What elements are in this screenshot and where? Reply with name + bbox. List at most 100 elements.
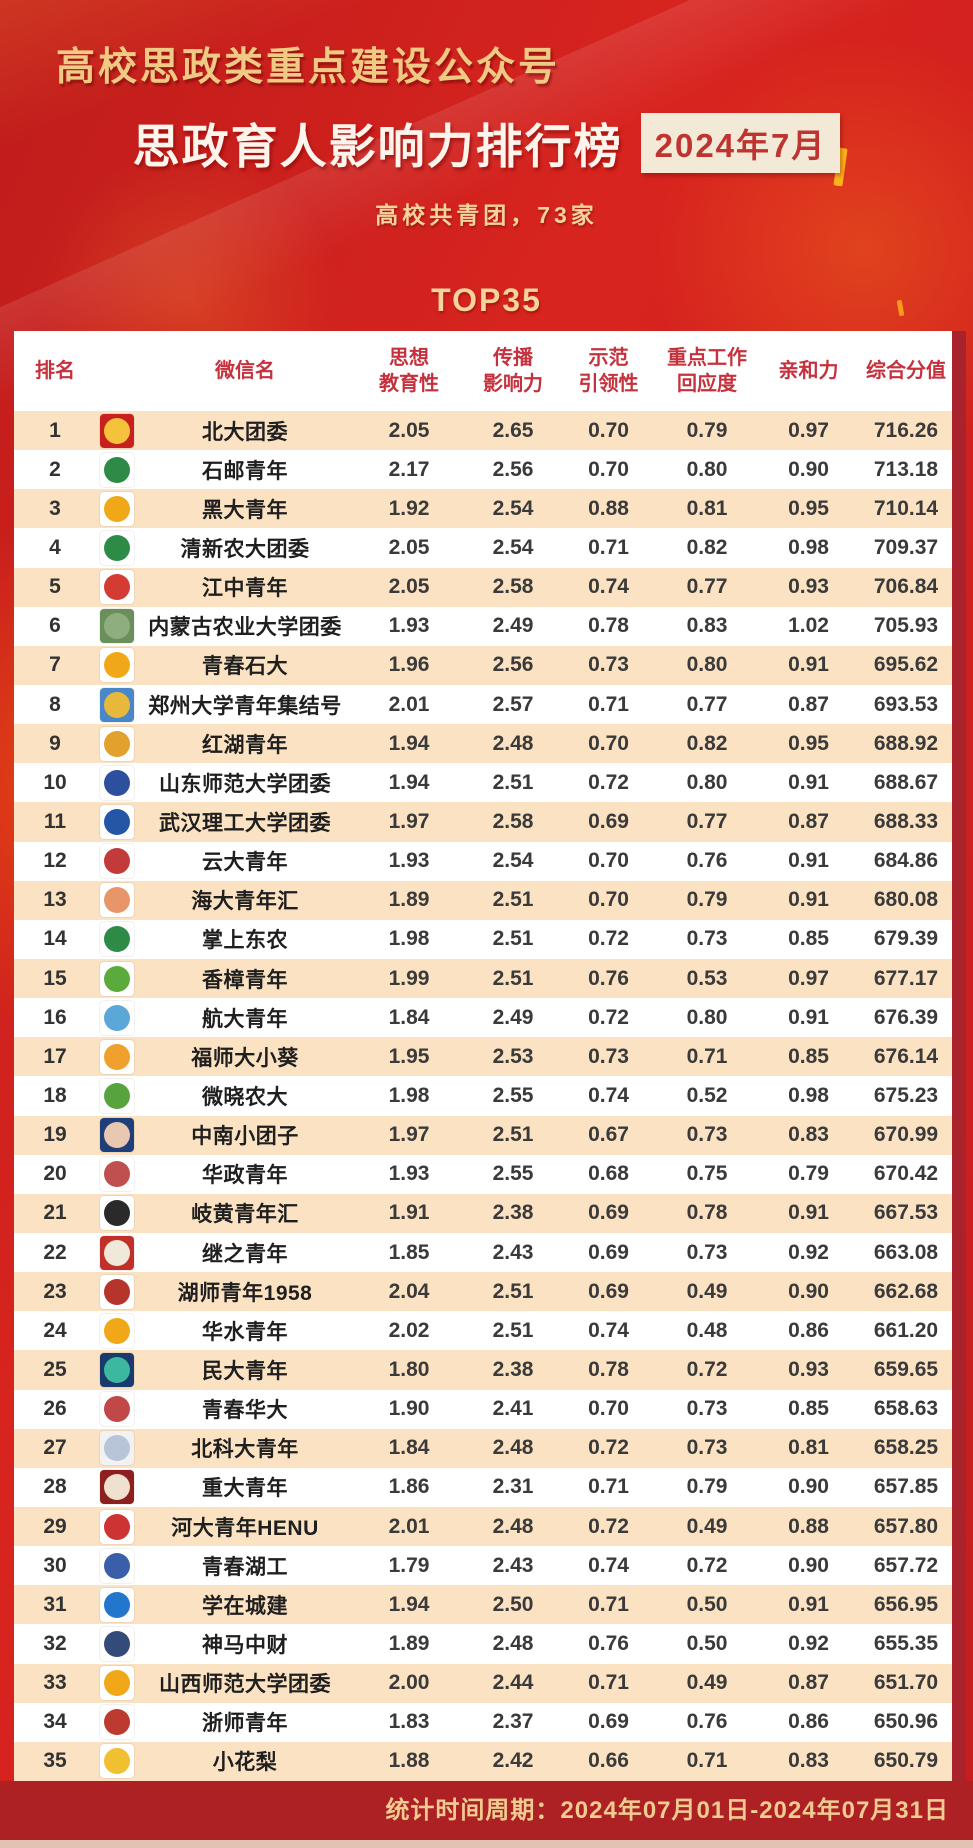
column-header-line: 传播 — [493, 347, 533, 369]
account-logo-cell — [96, 961, 138, 996]
ideological-education-score: 2.01 — [388, 1514, 430, 1538]
affinity-score: 0.90 — [788, 1553, 829, 1577]
affinity-score: 0.91 — [788, 653, 829, 677]
spread-influence-score: 2.51 — [492, 1279, 534, 1303]
demonstration-leading-score: 0.72 — [588, 1005, 629, 1029]
account-logo-cell — [96, 452, 138, 487]
account-logo-icon — [100, 1666, 134, 1701]
table-row: 30 青春湖工 1.79 2.43 0.74 0.72 0.90 657.72 — [14, 1546, 952, 1586]
demonstration-leading-score: 0.69 — [588, 1240, 629, 1264]
affinity-score: 0.85 — [788, 1044, 829, 1068]
rank-value: 23 — [43, 1279, 67, 1303]
demonstration-leading-score: 0.71 — [588, 1592, 629, 1616]
column-header-line: 排名 — [35, 360, 75, 382]
account-logo-emblem — [104, 1630, 130, 1657]
account-logo-emblem — [104, 417, 130, 444]
account-logo-icon — [100, 1470, 134, 1505]
table-row: 2 石邮青年 2.17 2.56 0.70 0.80 0.90 713.18 — [14, 450, 952, 490]
account-logo-emblem — [104, 1200, 130, 1227]
account-logo-cell — [96, 1470, 138, 1505]
composite-score: 670.42 — [873, 1162, 939, 1186]
page-title: 思政育人影响力排行榜 — [132, 120, 623, 173]
composite-score: 680.08 — [873, 888, 939, 912]
account-logo-emblem — [104, 1082, 130, 1109]
wechat-account-name: 神马中财 — [202, 1633, 288, 1657]
table-row: 27 北科大青年 1.84 2.48 0.72 0.73 0.81 658.25 — [14, 1428, 952, 1468]
composite-score: 688.92 — [873, 731, 939, 755]
ideological-education-score: 2.00 — [388, 1671, 430, 1695]
account-logo-emblem — [104, 495, 130, 522]
composite-score: 676.14 — [873, 1044, 939, 1068]
table-row: 34 浙师青年 1.83 2.37 0.69 0.76 0.86 650.96 — [14, 1702, 952, 1742]
ideological-education-score: 1.86 — [388, 1475, 430, 1499]
demonstration-leading-score: 0.76 — [588, 966, 629, 990]
demonstration-leading-score: 0.74 — [588, 1553, 629, 1577]
right-accent-bar — [952, 331, 966, 1781]
table-row: 14 掌上东农 1.98 2.51 0.72 0.73 0.85 679.39 — [14, 919, 952, 959]
spread-influence-score: 2.55 — [492, 1083, 534, 1107]
spread-influence-score: 2.56 — [492, 457, 534, 481]
account-logo-cell — [96, 726, 138, 761]
demonstration-leading-score: 0.76 — [588, 1631, 629, 1655]
spread-influence-score: 2.48 — [492, 1436, 534, 1460]
key-work-response-score: 0.78 — [686, 1201, 728, 1225]
account-logo-cell — [96, 530, 138, 565]
spread-influence-score: 2.49 — [492, 1005, 534, 1029]
rank-value: 11 — [43, 809, 67, 833]
key-work-response-score: 0.50 — [686, 1592, 728, 1616]
account-logo-cell — [96, 609, 138, 644]
table-row: 8 郑州大学青年集结号 2.01 2.57 0.71 0.77 0.87 693.53 — [14, 684, 952, 725]
affinity-score: 0.97 — [788, 418, 829, 442]
key-work-response-score: 0.71 — [686, 1749, 728, 1773]
wechat-account-name: 郑州大学青年集结号 — [148, 694, 342, 718]
account-logo-cell — [96, 844, 138, 879]
wechat-account-name: 山东师范大学团委 — [159, 772, 331, 796]
spread-influence-score: 2.38 — [492, 1201, 534, 1225]
column-header-line: 微信名 — [215, 360, 275, 382]
column-header-line: 影响力 — [483, 373, 543, 395]
account-logo-icon — [100, 609, 134, 644]
ideological-education-score: 1.84 — [388, 1436, 430, 1460]
demonstration-leading-score: 0.72 — [588, 1514, 629, 1538]
account-logo-emblem — [104, 1474, 130, 1501]
account-logo-icon — [100, 765, 134, 800]
affinity-score: 0.87 — [788, 809, 829, 833]
table-row: 28 重大青年 1.86 2.31 0.71 0.79 0.90 657.85 — [14, 1467, 952, 1507]
affinity-score: 0.93 — [788, 1357, 829, 1381]
table-row: 19 中南小团子 1.97 2.51 0.67 0.73 0.83 670.99 — [14, 1115, 952, 1155]
demonstration-leading-score: 0.73 — [588, 1044, 629, 1068]
account-logo-emblem — [104, 1317, 130, 1344]
account-logo-emblem — [104, 926, 130, 953]
wechat-account-name: 掌上东农 — [202, 929, 288, 953]
demonstration-leading-score: 0.70 — [588, 418, 629, 442]
table-row: 35 小花梨 1.88 2.42 0.66 0.71 0.83 650.79 — [14, 1741, 952, 1781]
rank-value: 28 — [43, 1475, 67, 1499]
rank-value: 7 — [49, 653, 61, 677]
key-work-response-score: 0.50 — [686, 1631, 728, 1655]
key-work-response-score: 0.80 — [686, 457, 728, 481]
key-work-response-score: 0.77 — [686, 692, 728, 716]
affinity-score: 0.93 — [788, 575, 829, 599]
spread-influence-score: 2.50 — [492, 1592, 534, 1616]
wechat-account-name: 青春石大 — [202, 655, 288, 679]
account-logo-emblem — [104, 534, 130, 561]
table-row: 10 山东师范大学团委 1.94 2.51 0.72 0.80 0.91 688.67 — [14, 763, 952, 803]
rank-value: 32 — [43, 1631, 67, 1655]
rank-value: 34 — [43, 1710, 67, 1734]
key-work-response-score: 0.49 — [686, 1279, 728, 1303]
column-header-m5: 亲和力 — [757, 358, 860, 384]
column-header-name: 微信名 — [138, 358, 352, 384]
rank-value: 17 — [43, 1044, 67, 1068]
wechat-account-name: 海大青年汇 — [191, 890, 299, 914]
account-logo-emblem — [104, 613, 130, 640]
rank-value: 12 — [43, 849, 67, 873]
ideological-education-score: 1.94 — [388, 1592, 430, 1616]
key-work-response-score: 0.73 — [686, 927, 728, 951]
affinity-score: 0.90 — [788, 1279, 829, 1303]
spread-influence-score: 2.54 — [492, 849, 534, 873]
rank-value: 3 — [49, 496, 61, 520]
wechat-account-name: 学在城建 — [202, 1594, 288, 1618]
composite-score: 650.79 — [873, 1749, 939, 1773]
spread-influence-score: 2.65 — [492, 418, 534, 442]
table-row: 22 继之青年 1.85 2.43 0.69 0.73 0.92 663.08 — [14, 1232, 952, 1273]
